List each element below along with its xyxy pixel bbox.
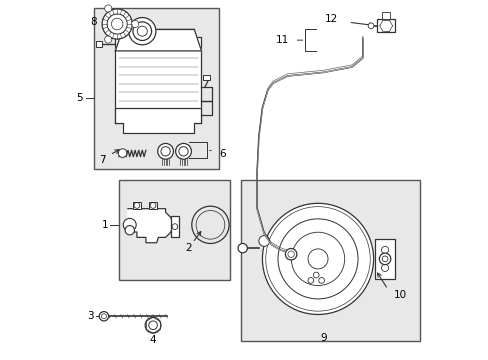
Text: 9: 9 [320, 333, 326, 343]
Text: 6: 6 [219, 149, 225, 159]
Bar [171, 216, 179, 237]
Circle shape [307, 278, 313, 283]
Circle shape [318, 278, 324, 283]
Circle shape [158, 143, 173, 159]
Circle shape [175, 143, 191, 159]
Text: 11: 11 [276, 35, 289, 45]
Text: 2: 2 [184, 243, 191, 253]
Circle shape [131, 21, 139, 28]
Text: 3: 3 [87, 311, 93, 321]
Polygon shape [128, 209, 172, 243]
Circle shape [238, 243, 247, 253]
Bar [94, 8, 219, 169]
Circle shape [379, 253, 390, 265]
Bar [148, 202, 157, 209]
Polygon shape [115, 108, 201, 134]
Bar [376, 19, 394, 32]
Bar [375, 239, 394, 279]
Circle shape [125, 226, 134, 235]
Circle shape [258, 235, 269, 246]
Bar [241, 180, 419, 341]
Circle shape [313, 272, 319, 278]
Text: 5: 5 [76, 93, 82, 103]
Bar [119, 180, 230, 280]
Circle shape [367, 23, 373, 29]
Text: 10: 10 [392, 290, 406, 300]
Circle shape [104, 5, 112, 12]
Circle shape [262, 203, 373, 315]
Circle shape [102, 9, 132, 39]
Bar [132, 202, 141, 209]
Bar [96, 41, 102, 46]
Text: 8: 8 [90, 17, 97, 27]
Circle shape [99, 312, 108, 321]
Bar [203, 75, 209, 80]
Circle shape [104, 36, 112, 43]
Circle shape [118, 149, 126, 157]
Bar [381, 12, 389, 19]
Circle shape [123, 219, 136, 231]
Text: 4: 4 [149, 334, 156, 345]
Text: 7: 7 [100, 154, 106, 165]
Circle shape [145, 318, 161, 333]
Text: 1: 1 [101, 220, 108, 230]
Circle shape [307, 249, 327, 269]
Circle shape [128, 18, 156, 45]
Bar [115, 37, 201, 123]
Circle shape [285, 248, 296, 260]
Polygon shape [115, 30, 201, 51]
Text: 12: 12 [324, 14, 337, 24]
